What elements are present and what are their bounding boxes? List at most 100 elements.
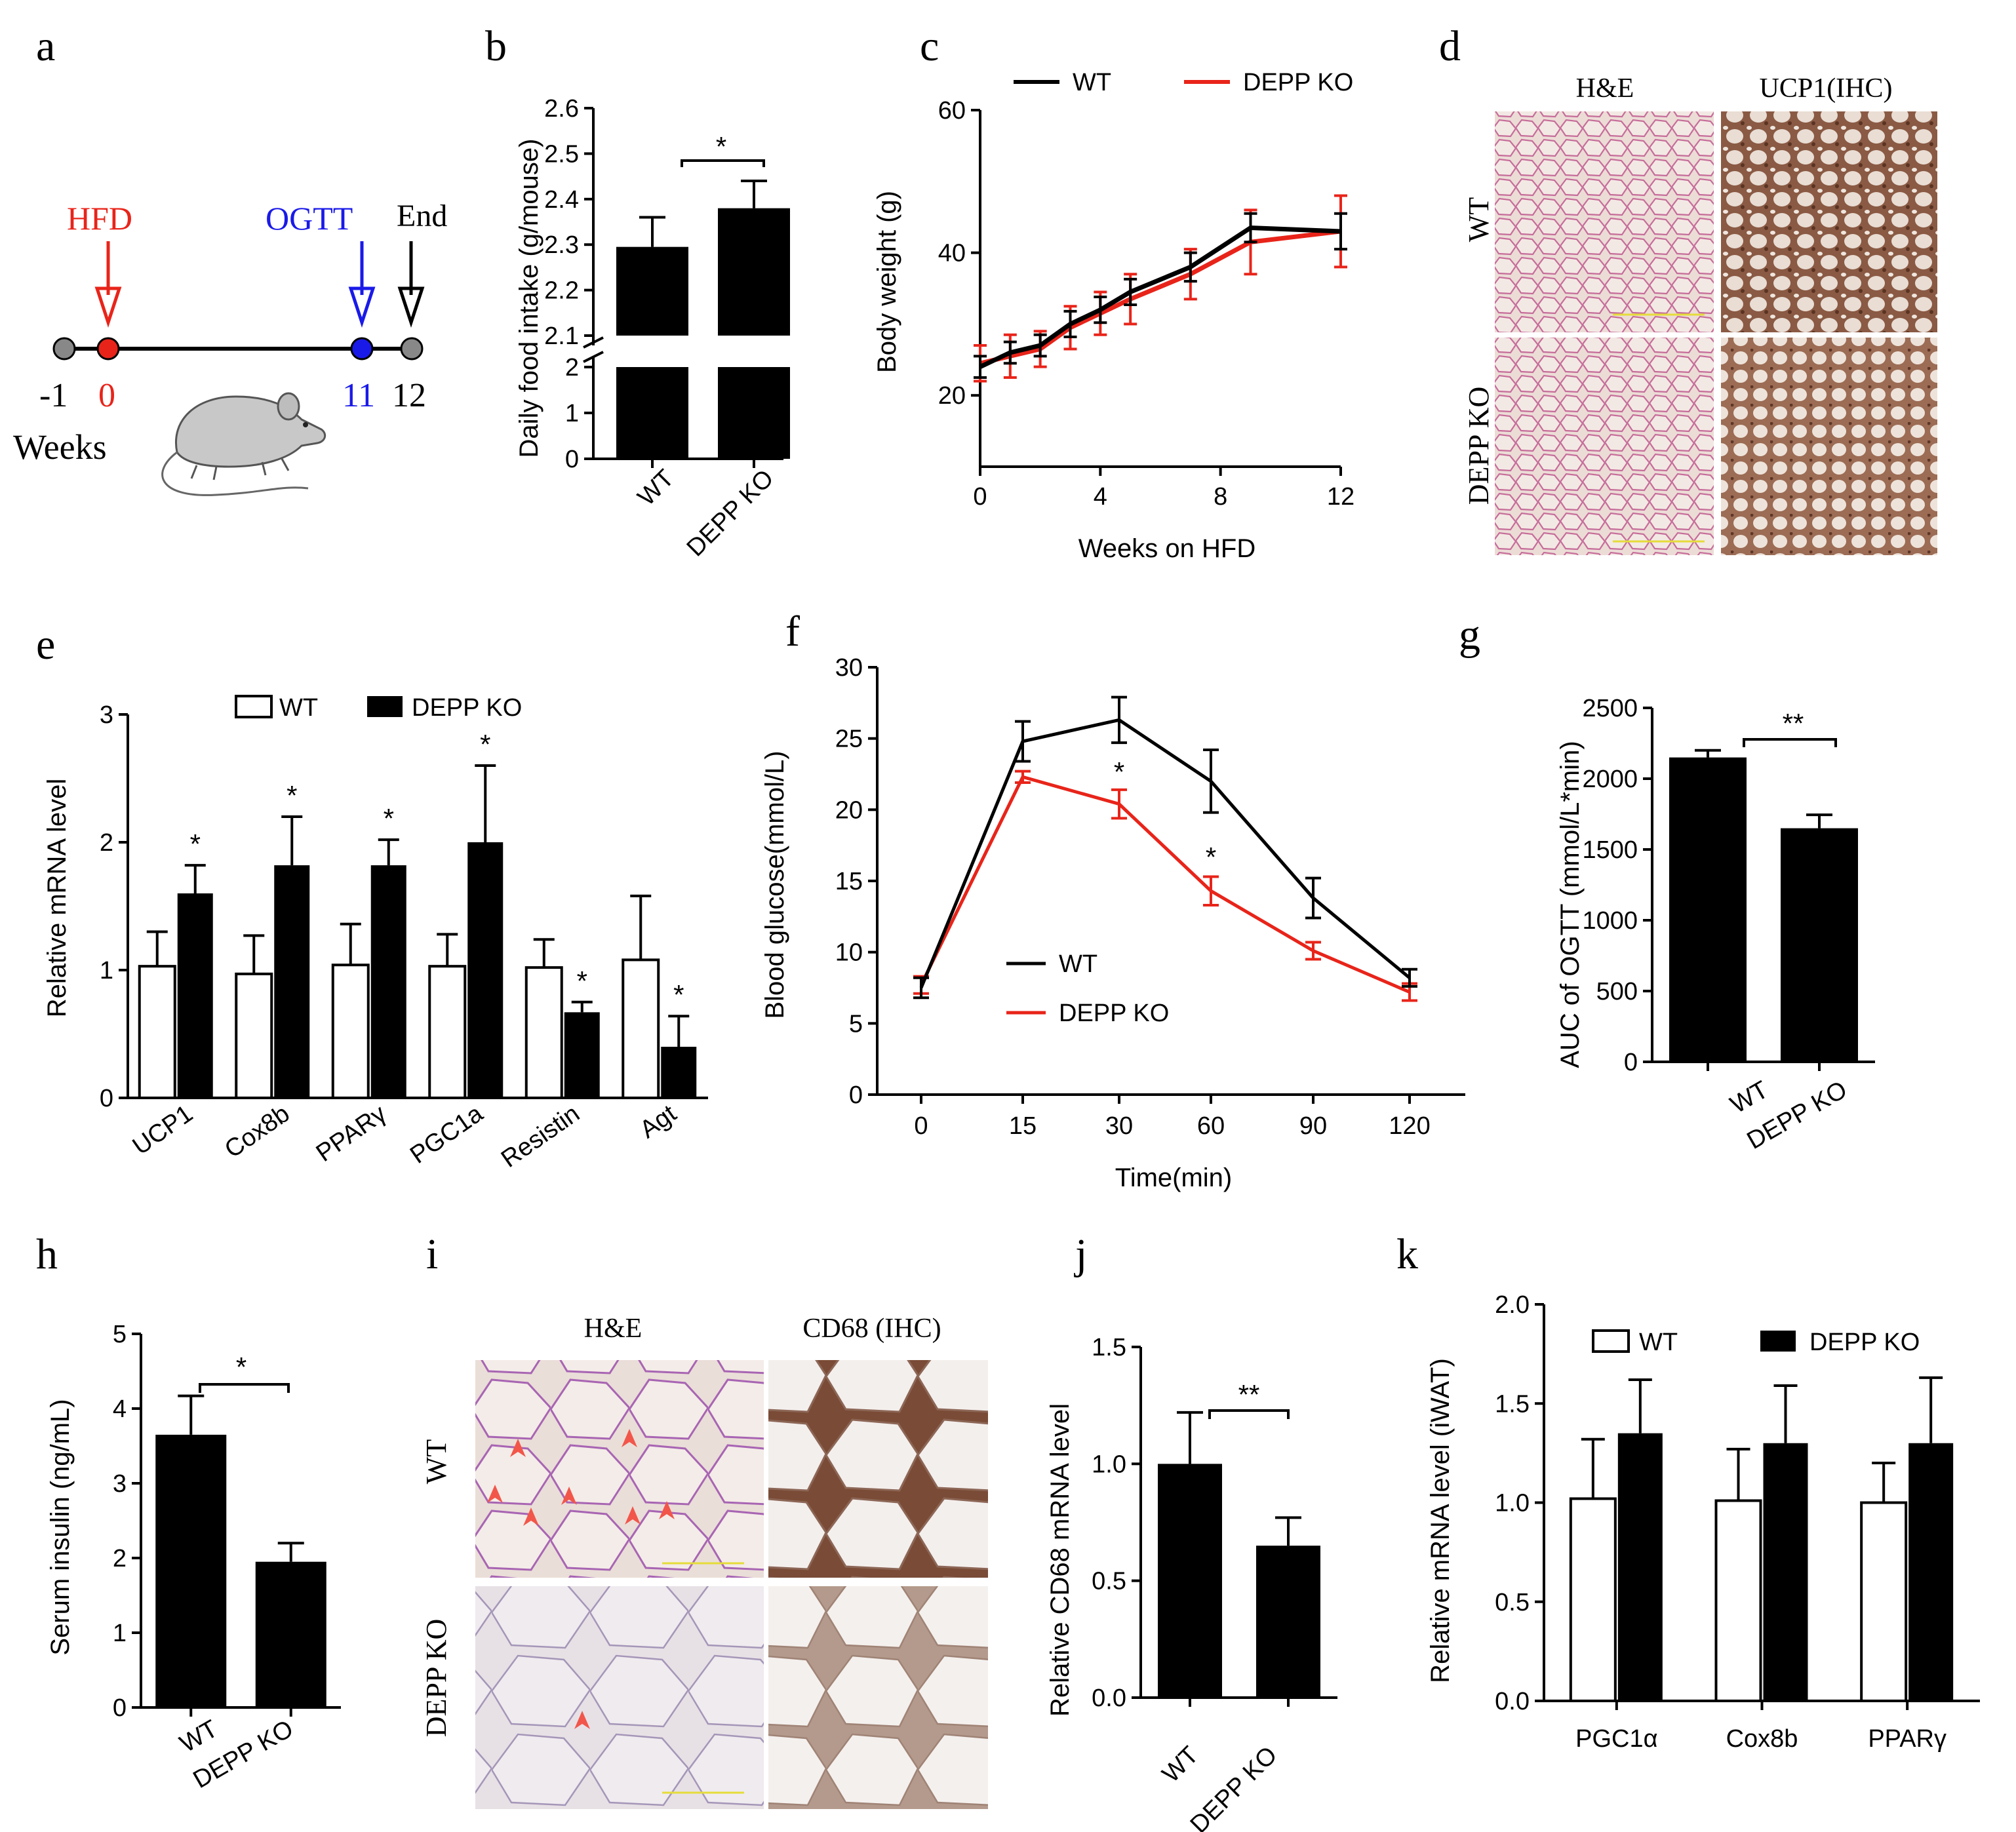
j-chart-ytick-label: 1.5 (1092, 1334, 1126, 1361)
e-bar-ko-2 (370, 865, 406, 1098)
panel-a-timeline: HFD OGTT End -1 0 11 12 Weeks (13, 199, 447, 496)
f-ytick-label: 15 (835, 868, 863, 895)
legend-wt: WT (1073, 69, 1111, 96)
b-bar-lower-0 (616, 367, 688, 459)
timepoint-12-label: 12 (392, 377, 426, 414)
panel-b-food-intake: Daily food intake (g/mouse) 2.1 2.2 2.3 2.4… (515, 95, 790, 562)
panel-e-legend: WT DEPP KO (235, 694, 522, 722)
micrograph-ucp1-wt (1721, 111, 1937, 332)
legend-depp-ko: DEPP KO (1059, 1000, 1169, 1027)
h-chart-ytick-label: 3 (113, 1470, 127, 1498)
k-ytick-label: 0.0 (1495, 1688, 1530, 1715)
panel-label-j: j (1074, 1230, 1087, 1278)
k-ytick-label: 0.5 (1495, 1589, 1530, 1616)
panel-label-d: d (1439, 22, 1461, 70)
hfd-label: HFD (67, 200, 132, 237)
k-bar-ko-2 (1908, 1443, 1954, 1701)
e-bar-wt-0 (138, 965, 176, 1100)
c-ytick-label: 20 (938, 382, 966, 410)
f-xtick-label: 30 (1105, 1112, 1133, 1140)
b-ytick-label: 2.2 (544, 277, 579, 305)
panel-i-row-ko: DEPP KO (420, 1619, 452, 1738)
panel-b-xlabel-wt: WT (633, 465, 679, 511)
mouse-icon (161, 392, 326, 496)
panel-i-row-wt: WT (420, 1439, 452, 1485)
b-axis-break-icon (583, 336, 604, 363)
f-ytick-label: 0 (849, 1082, 863, 1109)
panel-b-ylabel: Daily food intake (g/mouse) (515, 139, 544, 458)
e-xtick-label-2: PPARγ (311, 1100, 391, 1167)
panel-label-i: i (426, 1230, 438, 1278)
end-label: End (397, 199, 447, 233)
micrograph-he-ko (475, 1586, 764, 1809)
c-xtick-label: 0 (973, 483, 987, 511)
panel-label-h: h (36, 1230, 58, 1278)
k-xtick-label-2: PPARγ (1868, 1725, 1947, 1753)
c-xtick-label: 8 (1214, 483, 1227, 511)
e-bar-ko-1 (274, 865, 310, 1098)
ogtt-arrow-icon (348, 241, 376, 328)
e-significance-4: * (577, 965, 587, 996)
panel-h-xlabel-wt: WT (175, 1715, 222, 1758)
b-ytick-label: 1 (565, 400, 579, 427)
legend-wt: WT (279, 694, 318, 722)
timepoint-minus1-label: -1 (39, 377, 68, 414)
timepoint-11-label: 11 (342, 377, 375, 414)
panel-d-row-ko: DEPP KO (1463, 387, 1495, 505)
e-significance-0: * (190, 828, 201, 859)
f-xtick-label: 60 (1197, 1112, 1225, 1140)
b-ytick-label: 2.6 (544, 95, 579, 123)
panel-b-xlabel-ko: DEPP KO (682, 465, 780, 562)
panel-k-iwat: Relative mRNA level (iWAT) 0.0 0.5 1.0 1.5 2… (1426, 1291, 1980, 1753)
ogtt-label: OGTT (266, 200, 353, 237)
j-chart-bar-1 (1256, 1546, 1320, 1698)
h-chart-ytick-label: 0 (113, 1694, 127, 1722)
panel-i-histology: H&E CD68 (IHC) WT DEPP KO (420, 1314, 988, 1809)
k-xtick-label-0: PGC1α (1575, 1725, 1657, 1753)
f-xtick-label: 90 (1299, 1112, 1327, 1140)
panel-label-b: b (485, 22, 507, 70)
e-xtick-label-0: UCP1 (128, 1100, 198, 1161)
e-bar-ko-0 (177, 893, 213, 1098)
e-xtick-label-4: Resistin (496, 1100, 585, 1173)
h-chart-bar-0 (155, 1434, 227, 1707)
g-chart-ytick-label: 1000 (1582, 907, 1638, 935)
c-xtick-label: 4 (1094, 483, 1107, 511)
g-chart-ytick-label: 1500 (1582, 836, 1638, 864)
panel-i-col-he: H&E (584, 1314, 642, 1344)
panel-e-ylabel: Relative mRNA level (43, 779, 71, 1018)
panel-label-f: f (785, 608, 800, 655)
b-ytick-label: 2.4 (544, 186, 579, 214)
e-xtick-label-1: Cox8b (220, 1100, 294, 1163)
micrograph-he-ko (1495, 338, 1714, 555)
macrophage-arrow-icons (487, 1429, 675, 1729)
f-ytick-label: 5 (849, 1010, 863, 1038)
panel-d-col-ucp1: UCP1(IHC) (1759, 73, 1892, 104)
panel-g-significance: ** (1783, 708, 1804, 739)
f-series-line-depp-ko (919, 775, 1410, 994)
e-bar-wt-3 (428, 965, 467, 1100)
panel-d-row-wt: WT (1463, 197, 1495, 243)
panel-j-sig-bracket (1208, 1409, 1290, 1419)
panel-f-legend: WT DEPP KO (1006, 950, 1169, 1027)
b-ytick-label: 2 (565, 354, 579, 381)
timepoint-0-marker (96, 337, 120, 361)
f-xtick-label: 120 (1389, 1112, 1430, 1140)
k-bar-wt-1 (1714, 1499, 1762, 1703)
panel-label-a: a (36, 22, 55, 70)
panel-c-xlabel: Weeks on HFD (1078, 534, 1255, 563)
panel-h-ylabel: Serum insulin (ng/mL) (46, 1399, 75, 1655)
panel-f-xlabel: Time(min) (1115, 1163, 1233, 1192)
c-xtick-label: 12 (1327, 483, 1354, 511)
h-chart-bar-1 (255, 1561, 326, 1707)
panel-label-k: k (1396, 1230, 1418, 1278)
legend-wt: WT (1059, 950, 1097, 978)
e-significance-1: * (287, 780, 297, 811)
h-chart-ytick-label: 1 (113, 1620, 127, 1647)
legend-wt: WT (1639, 1329, 1678, 1356)
micrograph-he-wt (475, 1360, 764, 1578)
panel-j-xlabel-ko: DEPP KO (1185, 1742, 1283, 1832)
panel-label-c: c (920, 22, 939, 70)
f-significance-60: * (1206, 842, 1216, 872)
b-ytick-label: 2.1 (544, 322, 579, 350)
